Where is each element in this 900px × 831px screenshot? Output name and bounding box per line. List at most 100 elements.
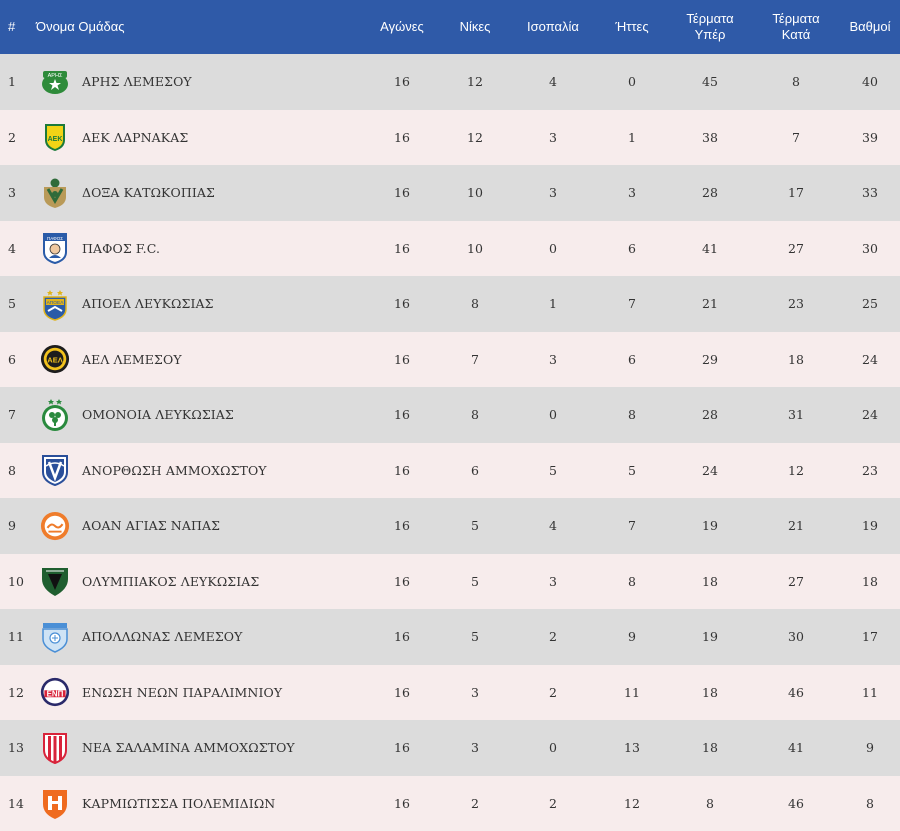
losses-cell: 0 <box>596 54 668 110</box>
team-name[interactable]: ΝΕΑ ΣΑΛΑΜΙΝΑ ΑΜΜΟΧΩΣΤΟΥ <box>82 740 295 755</box>
anorthosis-logo-icon[interactable] <box>40 455 70 485</box>
team-cell[interactable]: ΝΕΑ ΣΑΛΑΜΙΝΑ ΑΜΜΟΧΩΣΤΟΥ <box>36 720 364 776</box>
goals-against-cell: 30 <box>752 609 840 665</box>
table-header-row: # Όνομα Ομάδας Αγώνες Νίκες Ισοπαλία Ήττ… <box>0 0 900 54</box>
losses-cell: 9 <box>596 609 668 665</box>
team-name[interactable]: ΠΑΦΟΣ F.C. <box>82 241 160 256</box>
played-cell: 16 <box>364 276 440 332</box>
apollon-limassol-logo-icon[interactable] <box>40 622 70 652</box>
team-cell[interactable]: ΑΠΟΕΛ ΑΠΟΕΛ ΛΕΥΚΩΣΙΑΣ <box>36 276 364 332</box>
pafos-fc-logo-icon[interactable]: ΠΑΦΟΣ <box>40 233 70 263</box>
aek-larnaca-logo-icon[interactable]: ΑΕΚ <box>40 122 70 152</box>
wins-cell: 2 <box>440 776 510 831</box>
wins-cell: 8 <box>440 387 510 443</box>
team-name[interactable]: ΑΠΟΛΛΩΝΑΣ ΛΕΜΕΣΟΥ <box>82 629 242 644</box>
aris-limassol-logo-icon[interactable]: ΑΡΗΣ <box>40 67 70 97</box>
enp-paralimni-logo-icon[interactable]: ΕΝΠ <box>40 677 70 707</box>
team-name[interactable]: ΟΜΟΝΟΙΑ ΛΕΥΚΩΣΙΑΣ <box>82 407 234 422</box>
team-cell[interactable]: ΚΑΡΜΙΩΤΙΣΣΑ ΠΟΛΕΜΙΔΙΩΝ <box>36 776 364 831</box>
logo-lettering: ΑΕΛ <box>47 356 62 365</box>
goals-against-cell: 23 <box>752 276 840 332</box>
team-name[interactable]: ΑΕΛ ΛΕΜΕΣΟΥ <box>82 352 182 367</box>
played-cell: 16 <box>364 332 440 388</box>
olympiakos-nicosia-logo-icon[interactable] <box>40 566 70 596</box>
draws-cell: 2 <box>510 609 596 665</box>
rank-cell: 6 <box>0 332 36 388</box>
nea-salamina-logo-icon[interactable] <box>40 733 70 763</box>
team-cell[interactable]: ΟΜΟΝΟΙΑ ΛΕΥΚΩΣΙΑΣ <box>36 387 364 443</box>
team-cell[interactable]: ΟΛΥΜΠΙΑΚΟΣ ΛΕΥΚΩΣΙΑΣ <box>36 554 364 610</box>
wins-cell: 10 <box>440 221 510 277</box>
points-cell: 18 <box>840 554 900 610</box>
draws-cell: 4 <box>510 498 596 554</box>
omonoia-logo-icon[interactable] <box>40 400 70 430</box>
header-draws: Ισοπαλία <box>510 0 596 54</box>
team-name[interactable]: ΟΛΥΜΠΙΑΚΟΣ ΛΕΥΚΩΣΙΑΣ <box>82 574 259 589</box>
team-name[interactable]: ΚΑΡΜΙΩΤΙΣΣΑ ΠΟΛΕΜΙΔΙΩΝ <box>82 796 275 811</box>
rank-cell: 11 <box>0 609 36 665</box>
goals-for-cell: 19 <box>668 498 752 554</box>
ael-limassol-logo-icon[interactable]: ΑΕΛ <box>40 344 70 374</box>
losses-cell: 7 <box>596 498 668 554</box>
goals-against-cell: 21 <box>752 498 840 554</box>
played-cell: 16 <box>364 387 440 443</box>
logo-lettering: ΑΠΟΕΛ <box>47 300 65 306</box>
rank-cell: 9 <box>0 498 36 554</box>
losses-cell: 11 <box>596 665 668 721</box>
wins-cell: 3 <box>440 720 510 776</box>
draws-cell: 5 <box>510 443 596 499</box>
played-cell: 16 <box>364 498 440 554</box>
karmiotissa-logo-icon[interactable] <box>40 788 70 818</box>
goals-for-cell: 24 <box>668 443 752 499</box>
header-points: Βαθμοί <box>840 0 900 54</box>
team-name[interactable]: ΕΝΩΣΗ ΝΕΩΝ ΠΑΡΑΛΙΜΝΙΟΥ <box>82 685 282 700</box>
team-cell[interactable]: ΑΠΟΛΛΩΝΑΣ ΛΕΜΕΣΟΥ <box>36 609 364 665</box>
goals-against-cell: 46 <box>752 665 840 721</box>
points-cell: 17 <box>840 609 900 665</box>
wins-cell: 12 <box>440 54 510 110</box>
played-cell: 16 <box>364 776 440 831</box>
logo-lettering: ΑΕΚ <box>48 136 63 143</box>
rank-cell: 10 <box>0 554 36 610</box>
draws-cell: 1 <box>510 276 596 332</box>
team-cell[interactable]: ΑΕΛ ΑΕΛ ΛΕΜΕΣΟΥ <box>36 332 364 388</box>
team-name[interactable]: ΑΠΟΕΛ ΛΕΥΚΩΣΙΑΣ <box>82 296 214 311</box>
played-cell: 16 <box>364 443 440 499</box>
team-cell[interactable]: ΑΟΑΝ ΑΓΙΑΣ ΝΑΠΑΣ <box>36 498 364 554</box>
team-name[interactable]: ΑΟΑΝ ΑΓΙΑΣ ΝΑΠΑΣ <box>82 518 220 533</box>
team-name[interactable]: ΑΝΟΡΘΩΣΗ ΑΜΜΟΧΩΣΤΟΥ <box>82 463 267 478</box>
losses-cell: 8 <box>596 387 668 443</box>
rank-cell: 4 <box>0 221 36 277</box>
team-name[interactable]: ΑΕΚ ΛΑΡΝΑΚΑΣ <box>82 130 188 145</box>
team-name[interactable]: ΑΡΗΣ ΛΕΜΕΣΟΥ <box>82 74 192 89</box>
points-cell: 24 <box>840 387 900 443</box>
header-played: Αγώνες <box>364 0 440 54</box>
team-cell[interactable]: ΑΡΗΣ ΑΡΗΣ ΛΕΜΕΣΟΥ <box>36 54 364 110</box>
team-cell[interactable]: ΑΝΟΡΘΩΣΗ ΑΜΜΟΧΩΣΤΟΥ <box>36 443 364 499</box>
draws-cell: 0 <box>510 387 596 443</box>
team-cell[interactable]: ΕΝΠ ΕΝΩΣΗ ΝΕΩΝ ΠΑΡΑΛΙΜΝΙΟΥ <box>36 665 364 721</box>
wins-cell: 6 <box>440 443 510 499</box>
goals-against-cell: 27 <box>752 554 840 610</box>
team-cell[interactable]: ΔΟΞΑ ΚΑΤΩΚΟΠΙΑΣ <box>36 165 364 221</box>
doxa-katokopias-logo-icon[interactable] <box>40 178 70 208</box>
team-cell[interactable]: ΑΕΚ ΑΕΚ ΛΑΡΝΑΚΑΣ <box>36 110 364 166</box>
team-cell[interactable]: ΠΑΦΟΣ ΠΑΦΟΣ F.C. <box>36 221 364 277</box>
rank-cell: 7 <box>0 387 36 443</box>
aoan-agia-napa-logo-icon[interactable] <box>40 511 70 541</box>
goals-against-cell: 18 <box>752 332 840 388</box>
header-goals-against-line2: Κατά <box>782 27 811 42</box>
goals-for-cell: 38 <box>668 110 752 166</box>
losses-cell: 6 <box>596 221 668 277</box>
apoel-logo-icon[interactable]: ΑΠΟΕΛ <box>40 289 70 319</box>
draws-cell: 2 <box>510 665 596 721</box>
team-name[interactable]: ΔΟΞΑ ΚΑΤΩΚΟΠΙΑΣ <box>82 185 215 200</box>
draws-cell: 0 <box>510 221 596 277</box>
rank-cell: 8 <box>0 443 36 499</box>
